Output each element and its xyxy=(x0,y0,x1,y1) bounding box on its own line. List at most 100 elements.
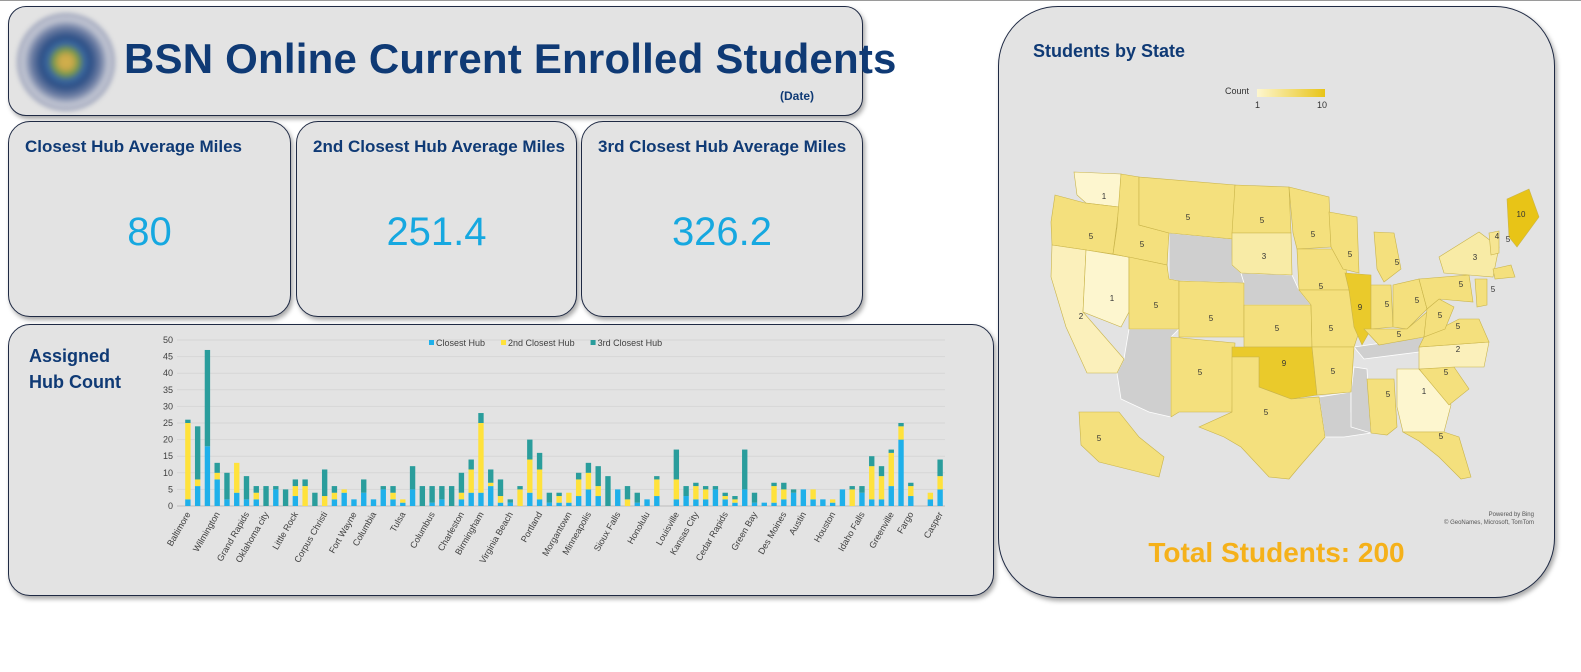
state-nj[interactable] xyxy=(1474,278,1488,308)
state-nd[interactable] xyxy=(1231,184,1292,234)
bar-segment[interactable] xyxy=(800,489,807,506)
bar-segment[interactable] xyxy=(185,419,191,423)
bar-segment[interactable] xyxy=(488,469,494,483)
bar-segment[interactable] xyxy=(292,479,299,487)
bar-segment[interactable] xyxy=(194,426,201,480)
bar-segment[interactable] xyxy=(253,492,259,500)
bar-segment[interactable] xyxy=(859,486,865,493)
bar-segment[interactable] xyxy=(732,499,738,503)
bar-segment[interactable] xyxy=(214,462,220,473)
bar-segment[interactable] xyxy=(761,502,767,506)
state-il[interactable] xyxy=(1344,272,1372,346)
bar-segment[interactable] xyxy=(888,449,894,453)
bar-segment[interactable] xyxy=(390,486,396,493)
bar-segment[interactable] xyxy=(693,482,699,487)
bar-segment[interactable] xyxy=(409,489,416,506)
bar-segment[interactable] xyxy=(224,472,230,500)
bar-segment[interactable] xyxy=(468,492,474,506)
bar-segment[interactable] xyxy=(458,499,465,506)
bar-segment[interactable] xyxy=(224,499,230,506)
bar-segment[interactable] xyxy=(624,499,631,506)
bar-segment[interactable] xyxy=(751,492,758,503)
state-co[interactable] xyxy=(1178,280,1245,338)
bar-segment[interactable] xyxy=(722,492,728,497)
bar-segment[interactable] xyxy=(321,496,328,506)
bar-segment[interactable] xyxy=(390,492,396,500)
bar-segment[interactable] xyxy=(468,459,474,470)
bar-segment[interactable] xyxy=(722,499,728,506)
bar-segment[interactable] xyxy=(869,499,875,506)
state-va[interactable] xyxy=(1418,318,1490,348)
bar-segment[interactable] xyxy=(458,472,465,493)
bar-segment[interactable] xyxy=(497,496,504,503)
bar-segment[interactable] xyxy=(341,492,347,506)
state-ma[interactable] xyxy=(1492,264,1516,280)
state-mt[interactable] xyxy=(1138,176,1236,240)
bar-segment[interactable] xyxy=(849,486,855,490)
bar-segment[interactable] xyxy=(478,413,484,423)
bar-segment[interactable] xyxy=(869,466,875,500)
state-nv[interactable] xyxy=(1082,249,1130,328)
bar-segment[interactable] xyxy=(937,476,943,490)
bar-segment[interactable] xyxy=(556,492,562,497)
bar-segment[interactable] xyxy=(556,502,562,506)
bar-segment[interactable] xyxy=(400,499,406,503)
bar-segment[interactable] xyxy=(292,496,299,506)
bar-segment[interactable] xyxy=(702,489,709,500)
bar-segment[interactable] xyxy=(693,499,699,506)
bar-segment[interactable] xyxy=(908,486,914,497)
state-mi[interactable] xyxy=(1373,231,1402,283)
bar-segment[interactable] xyxy=(507,502,513,506)
bar-segment[interactable] xyxy=(302,486,308,506)
bar-segment[interactable] xyxy=(702,486,709,490)
bar-segment[interactable] xyxy=(908,496,914,506)
bar-segment[interactable] xyxy=(771,502,777,506)
bar-segment[interactable] xyxy=(810,499,816,506)
bar-segment[interactable] xyxy=(605,476,611,506)
bar-segment[interactable] xyxy=(732,496,738,500)
bar-segment[interactable] xyxy=(624,486,631,500)
bar-segment[interactable] xyxy=(878,476,885,500)
bar-segment[interactable] xyxy=(732,502,738,506)
bar-segment[interactable] xyxy=(575,472,582,480)
bar-segment[interactable] xyxy=(722,496,728,500)
bar-segment[interactable] xyxy=(683,486,689,497)
state-oh[interactable] xyxy=(1392,278,1428,330)
bar-segment[interactable] xyxy=(908,482,914,487)
bar-segment[interactable] xyxy=(536,499,543,506)
bar-segment[interactable] xyxy=(390,499,396,506)
bar-segment[interactable] xyxy=(204,349,211,447)
bar-segment[interactable] xyxy=(253,486,259,493)
bar-segment[interactable] xyxy=(527,459,533,493)
bar-segment[interactable] xyxy=(693,486,699,500)
bar-segment[interactable] xyxy=(937,459,943,477)
bar-segment[interactable] xyxy=(898,426,904,440)
bar-segment[interactable] xyxy=(615,489,621,506)
bar-segment[interactable] xyxy=(898,439,904,506)
bar-segment[interactable] xyxy=(370,499,377,506)
bar-segment[interactable] xyxy=(742,489,748,506)
bar-segment[interactable] xyxy=(654,476,660,480)
bar-segment[interactable] xyxy=(673,499,680,506)
bar-segment[interactable] xyxy=(497,502,504,506)
bar-segment[interactable] xyxy=(292,486,299,497)
bar-segment[interactable] xyxy=(634,502,640,506)
bar-segment[interactable] xyxy=(556,496,562,503)
bar-segment[interactable] xyxy=(331,486,338,493)
bar-segment[interactable] xyxy=(683,496,689,506)
bar-segment[interactable] xyxy=(585,462,592,473)
bar-segment[interactable] xyxy=(185,423,191,500)
bar-segment[interactable] xyxy=(234,492,240,506)
bar-segment[interactable] xyxy=(536,452,543,470)
bar-segment[interactable] xyxy=(820,499,826,506)
bar-segment[interactable] xyxy=(478,492,484,506)
bar-segment[interactable] xyxy=(654,496,660,506)
bar-segment[interactable] xyxy=(214,479,220,506)
bar-segment[interactable] xyxy=(585,489,592,506)
bar-segment[interactable] xyxy=(282,489,289,506)
bar-segment[interactable] xyxy=(478,423,484,493)
bar-segment[interactable] xyxy=(634,492,640,503)
state-al[interactable] xyxy=(1366,378,1398,436)
state-wi[interactable] xyxy=(1328,211,1360,274)
bar-segment[interactable] xyxy=(771,482,777,487)
